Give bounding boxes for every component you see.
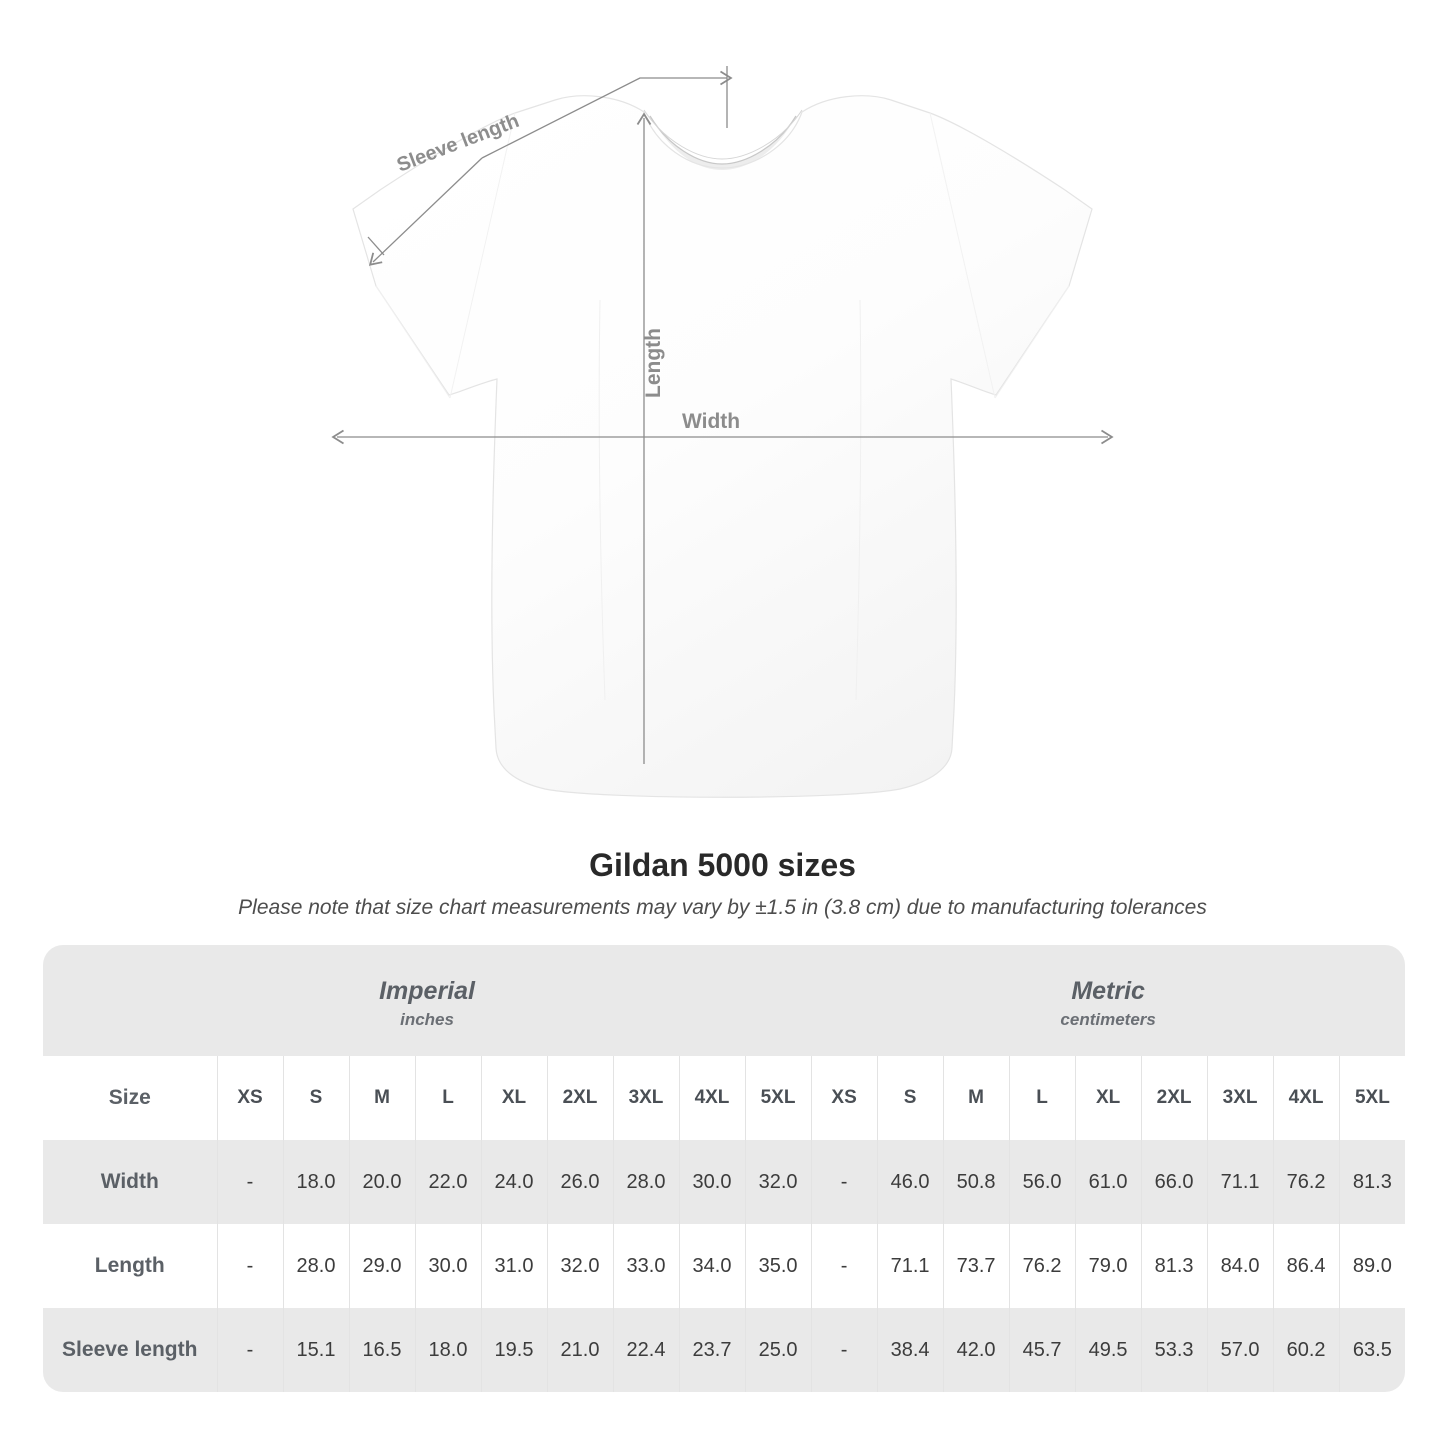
- svg-text:Length: Length: [642, 328, 665, 398]
- svg-text:Width: Width: [682, 410, 740, 433]
